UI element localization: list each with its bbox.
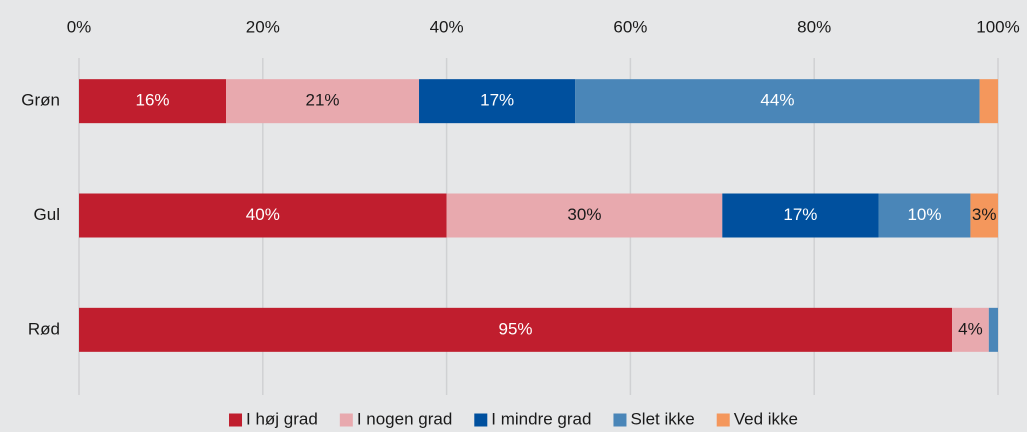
bar-segment — [988, 307, 998, 352]
legend-label: I nogen grad — [357, 409, 452, 428]
data-label: 17% — [783, 205, 817, 224]
x-tick-label: 60% — [613, 17, 647, 36]
data-label: 16% — [136, 91, 170, 110]
bar-segment — [419, 79, 576, 124]
bar-segment — [79, 193, 447, 238]
bar-segment — [952, 307, 989, 352]
bar-segment — [722, 193, 879, 238]
data-label: 95% — [499, 319, 533, 338]
legend-label: I høj grad — [246, 409, 318, 428]
legend-swatch — [716, 413, 730, 427]
legend-swatch — [474, 413, 488, 427]
y-tick-label: Grøn — [21, 91, 60, 110]
legend-label: Ved ikke — [734, 409, 798, 428]
data-label: 30% — [567, 205, 601, 224]
x-tick-label: 40% — [430, 17, 464, 36]
x-tick-label: 100% — [976, 17, 1019, 36]
bar-segment — [575, 79, 980, 124]
data-label: 10% — [907, 205, 941, 224]
bar-segment — [979, 79, 998, 124]
bar-segment — [878, 193, 971, 238]
data-label: 17% — [480, 91, 514, 110]
legend-swatch — [229, 413, 243, 427]
bar-segment — [226, 79, 420, 124]
x-tick-label: 20% — [246, 17, 280, 36]
bar-segment — [79, 79, 227, 124]
y-tick-label: Gul — [34, 205, 60, 224]
legend-swatch — [339, 413, 353, 427]
bar-segment — [446, 193, 723, 238]
y-tick-label: Rød — [28, 319, 60, 338]
legend-label: I mindre grad — [491, 409, 591, 428]
x-tick-label: 0% — [67, 17, 92, 36]
data-label: 3% — [972, 205, 997, 224]
data-label: 21% — [306, 91, 340, 110]
bar-segment — [79, 307, 953, 352]
legend-swatch — [613, 413, 627, 427]
data-label: 40% — [246, 205, 280, 224]
legend-label: Slet ikke — [630, 409, 694, 428]
data-label: 4% — [958, 319, 983, 338]
data-label: 44% — [760, 91, 794, 110]
bar-segment — [970, 193, 998, 238]
x-tick-label: 80% — [797, 17, 831, 36]
